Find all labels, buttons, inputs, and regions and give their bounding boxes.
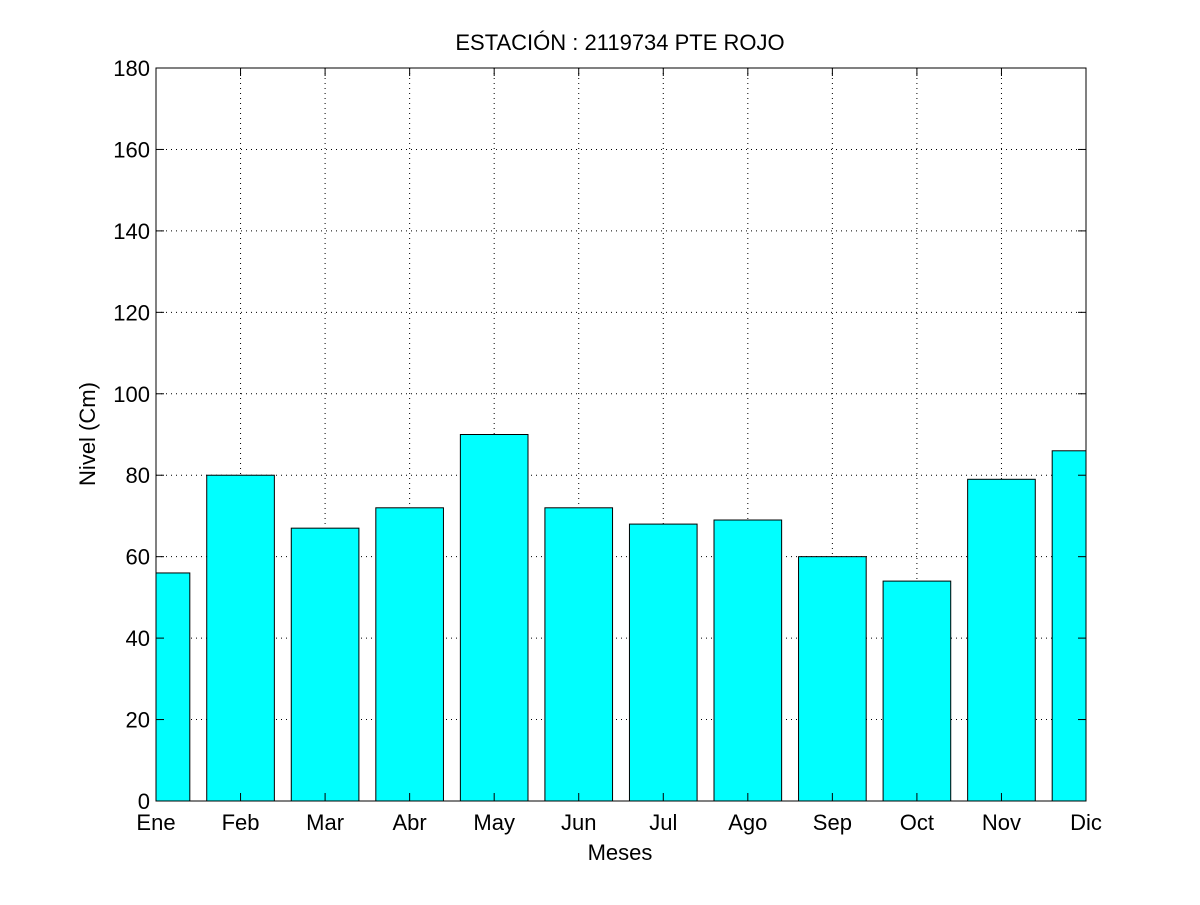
x-tick-label: May [473, 810, 515, 835]
y-tick-label: 120 [113, 300, 150, 325]
x-tick-label: Jul [649, 810, 677, 835]
y-tick-label: 0 [138, 789, 150, 814]
x-tick-label: Abr [393, 810, 427, 835]
x-tick-label: Ago [728, 810, 767, 835]
axis-ticks [155, 67, 1087, 802]
bar-ene [155, 572, 191, 802]
y-tick-label: 160 [113, 137, 150, 162]
bar-mar [290, 527, 360, 802]
bar-dic [1051, 450, 1087, 802]
bar-may [459, 434, 529, 802]
x-tick-label: Ene [136, 810, 175, 835]
y-tick-label: 180 [113, 56, 150, 81]
x-tick-label: Feb [222, 810, 260, 835]
x-axis-label: Meses [588, 840, 653, 865]
plot-frame [155, 67, 1087, 802]
x-tick-label: Sep [813, 810, 852, 835]
y-tick-label: 60 [126, 545, 150, 570]
bars [155, 434, 1087, 802]
bar-sep [798, 556, 867, 802]
x-tick-label: Mar [306, 810, 344, 835]
y-axis-label: Nivel (Cm) [75, 382, 100, 486]
y-tick-label: 40 [126, 626, 150, 651]
chart-title: ESTACIÓN : 2119734 PTE ROJO [455, 30, 784, 55]
bar-jul [628, 523, 698, 802]
y-tick-label: 140 [113, 219, 150, 244]
y-tick-label: 20 [126, 708, 150, 733]
y-tick-label: 80 [126, 463, 150, 488]
x-tick-label: Nov [982, 810, 1021, 835]
bar-feb [206, 474, 275, 802]
y-tick-labels: 0 20 40 60 80 100 120 140 160 180 [113, 56, 150, 814]
bar-oct [882, 580, 952, 802]
y-tick-label: 100 [113, 382, 150, 407]
bar-abr [375, 507, 444, 802]
x-tick-label: Jun [561, 810, 596, 835]
bar-nov [967, 478, 1036, 802]
bar-jun [544, 507, 614, 802]
x-tick-labels: Ene Feb Mar Abr May Jun Jul Ago Sep Oct Nov Dic [136, 810, 1101, 835]
x-tick-label: Oct [900, 810, 934, 835]
x-tick-label: Dic [1070, 810, 1102, 835]
bar-ago [713, 519, 783, 802]
